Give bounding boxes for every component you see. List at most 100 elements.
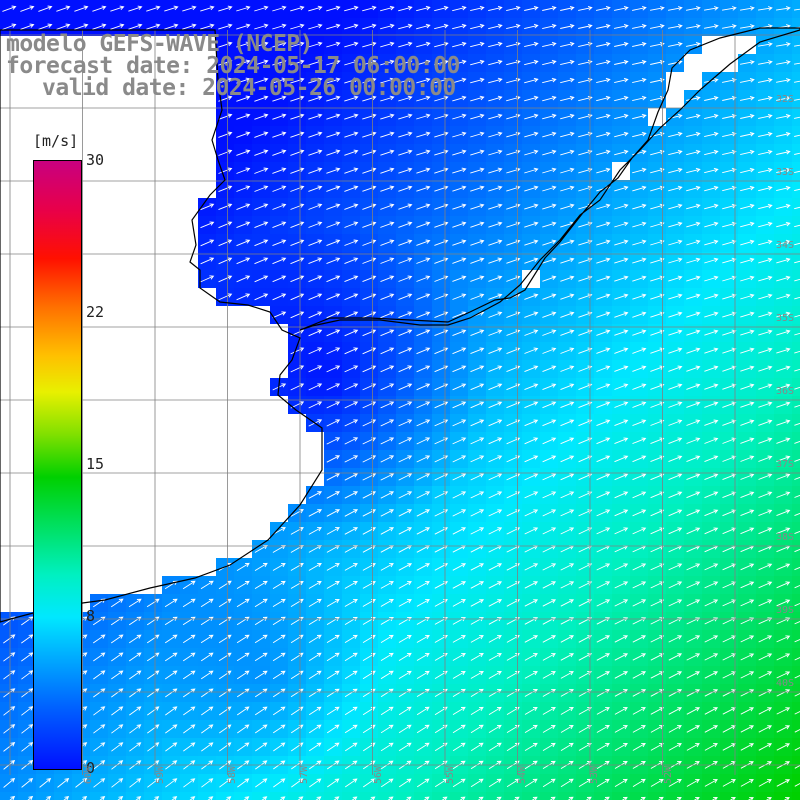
wind-arrow: [3, 670, 16, 680]
wind-arrow: [308, 149, 323, 156]
wind-arrow: [596, 149, 611, 156]
wind-arrow: [344, 221, 359, 228]
wind-arrow: [704, 149, 719, 156]
wind-cell: [306, 792, 324, 800]
wind-arrow: [704, 725, 719, 733]
wind-arrow: [182, 634, 196, 644]
wind-arrow: [488, 347, 503, 355]
wind-arrow: [92, 23, 107, 30]
wind-arrow: [650, 581, 665, 589]
wind-arrow: [794, 62, 800, 65]
wind-arrow: [542, 95, 557, 102]
lat-label: 32S: [775, 94, 794, 105]
wind-arrow: [776, 311, 791, 318]
wind-arrow: [344, 41, 359, 48]
wind-arrow: [362, 149, 377, 156]
wind-arrow: [542, 383, 557, 391]
wind-arrow: [93, 688, 106, 698]
wind-arrow: [290, 149, 305, 156]
wind-arrow: [722, 347, 737, 354]
wind-arrow: [776, 419, 791, 426]
wind-arrow: [272, 257, 287, 265]
wind-arrow: [722, 185, 737, 192]
wind-arrow: [542, 41, 557, 48]
wind-arrow: [362, 167, 377, 174]
wind-arrow: [146, 598, 160, 608]
wind-arrow: [776, 581, 791, 589]
wind-arrow: [380, 239, 395, 246]
wind-arrow: [110, 616, 124, 626]
wind-arrow: [794, 729, 800, 733]
wind-arrow: [218, 5, 233, 12]
wind-arrow: [722, 257, 737, 264]
wind-arrow: [308, 329, 323, 337]
wind-arrow: [704, 131, 719, 138]
wind-arrow: [650, 239, 665, 246]
wind-arrow: [470, 185, 485, 192]
wind-arrow: [722, 383, 737, 390]
wind-arrow: [632, 455, 647, 463]
wind-arrow: [722, 203, 737, 210]
wind-arrow: [650, 77, 665, 83]
wind-arrow: [164, 23, 179, 30]
wind-arrow: [524, 742, 538, 751]
wind-arrow: [596, 59, 611, 66]
wind-arrow: [470, 239, 485, 246]
wind-arrow: [380, 527, 395, 535]
wind-arrow: [596, 311, 611, 318]
wind-arrow: [686, 419, 701, 426]
wind-arrow: [722, 401, 737, 408]
wind-arrow: [200, 5, 215, 12]
wind-arrow: [542, 401, 557, 409]
wind-arrow: [524, 635, 539, 643]
wind-arrow: [686, 131, 701, 138]
wind-cell: [792, 360, 800, 378]
wind-arrow: [632, 41, 647, 47]
wind-arrow: [596, 275, 611, 282]
wind-cell: [792, 540, 800, 558]
wind-arrow: [380, 59, 395, 66]
wind-cell: [18, 792, 36, 800]
wind-arrow: [632, 743, 646, 751]
wind-arrow: [758, 6, 773, 11]
wind-arrow: [398, 257, 413, 264]
wind-arrow: [524, 563, 539, 571]
wind-cell: [792, 630, 800, 648]
wind-arrow: [524, 5, 539, 11]
wind-arrow: [488, 706, 502, 715]
wind-arrow: [344, 203, 359, 210]
wind-arrow: [722, 131, 737, 138]
wind-arrow: [398, 221, 413, 228]
wind-arrow: [740, 563, 755, 571]
wind-arrow: [632, 383, 647, 390]
wind-arrow: [416, 167, 431, 174]
wind-arrow: [380, 365, 395, 373]
wind-arrow: [722, 779, 736, 787]
wind-arrow: [416, 5, 431, 12]
wind-arrow: [470, 365, 485, 373]
wind-arrow: [668, 581, 683, 589]
wind-arrow: [704, 221, 719, 228]
wind-arrow: [387, 796, 394, 800]
wind-arrow: [380, 706, 394, 716]
wind-arrow: [218, 652, 232, 662]
lon-label: 58W: [227, 765, 238, 784]
wind-arrow: [380, 41, 395, 48]
wind-arrow: [668, 509, 683, 517]
wind-arrow: [542, 725, 556, 733]
wind-cell: [792, 108, 800, 126]
wind-arrow: [668, 203, 683, 210]
wind-arrow: [165, 742, 178, 752]
wind-arrow: [470, 742, 484, 752]
wind-arrow: [128, 652, 142, 662]
wind-arrow: [704, 257, 719, 264]
wind-arrow: [416, 473, 431, 481]
wind-arrow: [290, 77, 305, 84]
wind-arrow: [207, 796, 214, 800]
wind-arrow: [452, 203, 467, 210]
wind-arrow: [470, 581, 485, 589]
wind-arrow: [596, 347, 611, 354]
wind-arrow: [704, 365, 719, 372]
wind-cell: [792, 594, 800, 612]
wind-arrow: [117, 796, 124, 800]
